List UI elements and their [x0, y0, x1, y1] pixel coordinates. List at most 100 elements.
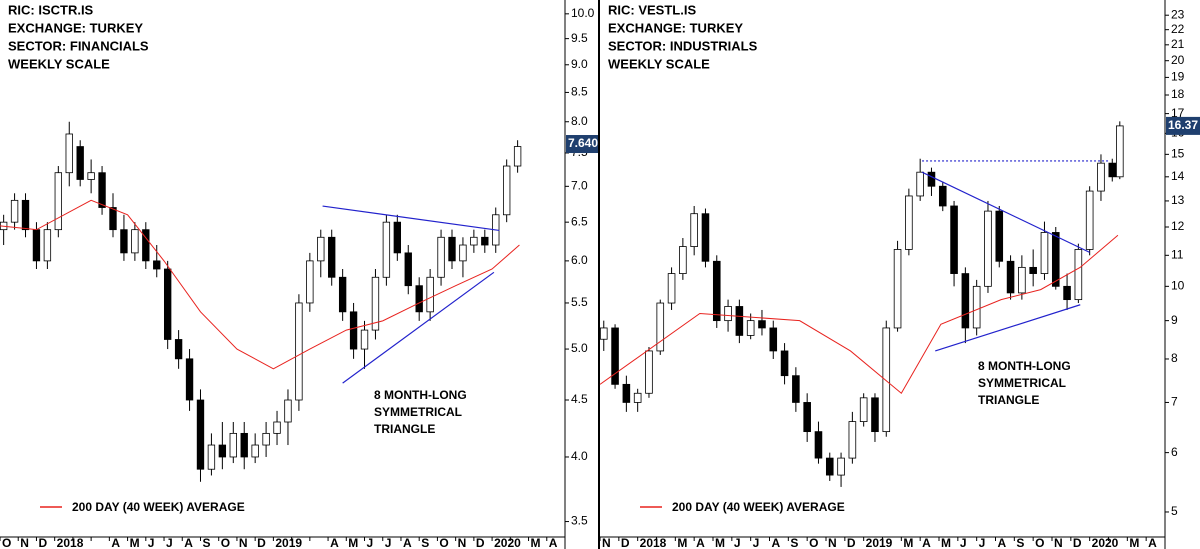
candle-body [995, 210, 1004, 262]
candle-body [1051, 232, 1060, 287]
candle-body [1029, 266, 1037, 274]
x-tick-label: J [753, 536, 760, 549]
x-tick-label: D [847, 536, 856, 549]
candle-body [481, 236, 489, 246]
candle-body [262, 432, 270, 446]
x-tick-label: O [809, 536, 818, 549]
candle-body [645, 350, 653, 394]
x-tick-label: A [549, 536, 558, 549]
y-tick-label: 10.0 [571, 6, 595, 20]
x-tick-label: O [439, 536, 448, 549]
trendline [322, 205, 500, 232]
candle-body [415, 285, 423, 313]
y-tick-label: 17 [1171, 106, 1185, 120]
header-text: SECTOR: INDUSTRIALS [608, 38, 758, 53]
candle-body [1108, 162, 1117, 178]
x-tick-label: S [1016, 536, 1024, 549]
candle-body [690, 213, 698, 247]
x-tick-label: M [1129, 536, 1139, 549]
y-tick-label: 18 [1171, 87, 1185, 101]
y-tick-label: 8.5 [571, 85, 588, 99]
candle-body [371, 276, 380, 331]
candle-body [207, 444, 216, 470]
candle-body [131, 229, 139, 254]
candle-body [163, 268, 172, 340]
candle-body [174, 339, 183, 360]
candle-body [961, 273, 970, 329]
candle-body [349, 311, 358, 350]
candle-body [814, 431, 823, 459]
y-tick-label: 3.5 [571, 514, 588, 528]
header-text: RIC: ISCTR.IS [8, 2, 94, 17]
candle-body [306, 260, 314, 304]
x-tick-label: A [184, 536, 193, 549]
x-tick-label: M [348, 536, 358, 549]
y-tick-label: 10 [1171, 279, 1185, 293]
candle-body [459, 244, 467, 262]
x-tick-label: A [772, 536, 781, 549]
y-tick-label: 8.0 [571, 114, 588, 128]
x-tick-label: A [696, 536, 705, 549]
candle-body [328, 236, 336, 278]
candle-body [724, 306, 732, 322]
candle-body [32, 229, 41, 262]
moving-average [599, 234, 1119, 395]
x-tick-label: N [1054, 536, 1063, 549]
x-tick-label: 2018 [57, 536, 84, 549]
candle-body [633, 392, 642, 403]
pattern-annotation: 8 MONTH-LONG [374, 388, 467, 402]
x-tick-label: J [979, 536, 986, 549]
candle-body [837, 457, 845, 476]
pattern-annotation: TRIANGLE [978, 393, 1039, 407]
candle-body [10, 199, 19, 223]
candle-body [769, 327, 778, 352]
candle-body [284, 399, 292, 423]
candle-body [502, 165, 511, 216]
y-tick-label: 7 [1171, 395, 1178, 409]
candle-body [1063, 285, 1071, 301]
y-tick-label: 4.5 [571, 392, 588, 406]
candle-body [295, 302, 303, 401]
candle-body [470, 236, 478, 246]
y-tick-label: 5.5 [571, 295, 588, 309]
x-tick-label: M [715, 536, 725, 549]
price-box [1166, 116, 1200, 135]
x-tick-label: N [239, 536, 248, 549]
x-tick-label: 2019 [866, 536, 893, 549]
candle-body [803, 402, 811, 433]
candle-body [938, 185, 947, 207]
candle-body [338, 276, 347, 313]
candle-body [758, 320, 766, 329]
x-tick-label: J [734, 536, 741, 549]
candle-body [905, 195, 913, 250]
moving-average [0, 199, 520, 370]
candle-body [871, 397, 879, 433]
y-tick-label: 14 [1171, 169, 1185, 183]
trendline [342, 271, 495, 384]
candle-body [950, 205, 958, 274]
candle-body [142, 229, 150, 262]
price-label: 16.37 [1168, 118, 1198, 132]
legend-label: 200 DAY (40 WEEK) AVERAGE [672, 500, 845, 514]
x-tick-label: M [941, 536, 951, 549]
y-tick-label: 6 [1171, 445, 1178, 459]
candle-body [780, 350, 789, 377]
candle-body [76, 146, 84, 180]
candle-body [792, 375, 800, 403]
trendline [921, 171, 1090, 253]
candle-body [251, 444, 259, 458]
x-tick-label: D [38, 536, 47, 549]
x-tick-label: N [602, 536, 611, 549]
candle-body [218, 444, 227, 458]
x-tick-label: J [960, 536, 967, 549]
header-text: WEEKLY SCALE [608, 56, 710, 71]
candle-body [622, 383, 631, 403]
y-tick-label: 9 [1171, 313, 1178, 327]
candle-body [984, 210, 992, 287]
price-label: 7.640 [568, 136, 598, 150]
candle-body [746, 320, 755, 336]
x-tick-label: D [476, 536, 485, 549]
x-tick-label: J [148, 536, 155, 549]
price-box [566, 135, 600, 154]
x-tick-label: A [403, 536, 412, 549]
